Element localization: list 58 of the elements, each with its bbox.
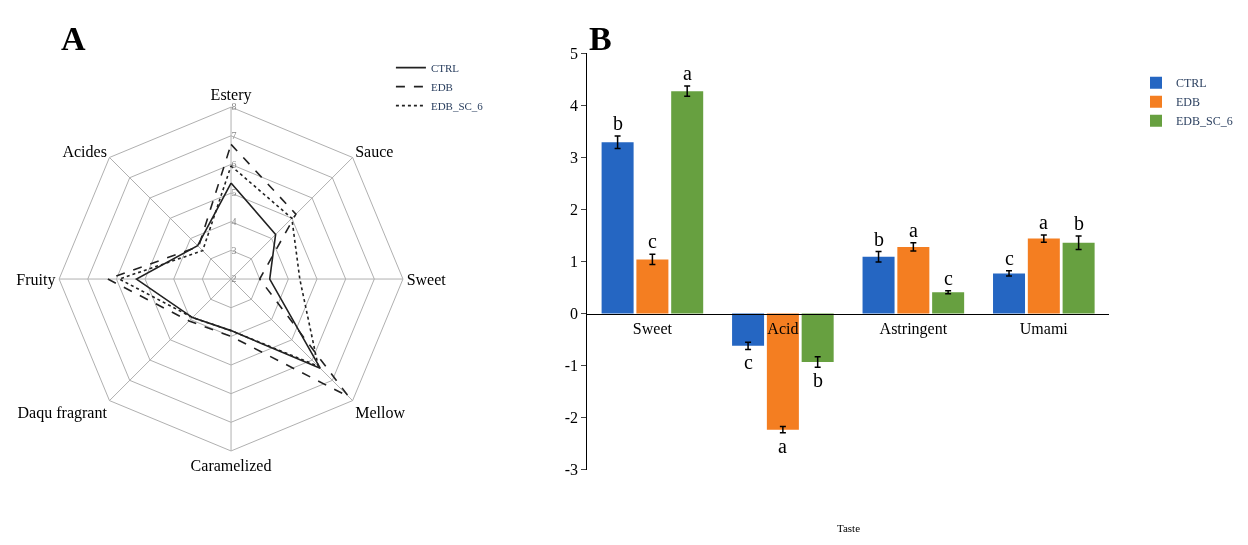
- data-label: c: [1005, 247, 1014, 269]
- chart-title: B: [589, 20, 612, 57]
- data-label: b: [874, 228, 884, 250]
- y-tick-label: 5: [569, 44, 578, 62]
- data-label: b: [1074, 212, 1084, 234]
- legend-label: EDB: [1176, 95, 1200, 110]
- y-tick-label: 3: [569, 148, 578, 166]
- data-label: a: [909, 219, 918, 241]
- y-tick-label: 4: [569, 96, 578, 114]
- bar: [601, 142, 634, 314]
- x-tick-label: Sweet: [632, 319, 673, 337]
- y-tick-label: 3: [231, 244, 237, 256]
- data-label: a: [1039, 211, 1048, 233]
- bar: [1027, 238, 1060, 314]
- legend-label: CTRL: [430, 61, 460, 74]
- bar: [897, 246, 930, 314]
- bar: [801, 313, 834, 362]
- y-tick-label: 1: [569, 253, 578, 271]
- spoke-label: Sweet: [406, 270, 447, 288]
- bar: [732, 313, 765, 346]
- spoke-label: Acides: [62, 142, 107, 160]
- bar: [636, 259, 669, 314]
- y-tick-label: 5: [231, 187, 237, 199]
- data-label: a: [683, 62, 692, 84]
- bar: [671, 91, 704, 314]
- data-label: c: [648, 230, 657, 252]
- spoke-label: Mellow: [355, 404, 406, 422]
- spoke-label: Sauce: [355, 142, 394, 160]
- y-tick-label: 0: [569, 305, 578, 323]
- y-tick-label: -3: [564, 461, 578, 479]
- bar: [1062, 242, 1095, 314]
- legend-label: EDB: [430, 80, 453, 93]
- bar: [932, 292, 965, 314]
- x-tick-label: Umami: [1019, 319, 1069, 337]
- y-tick-label: 2: [569, 200, 578, 218]
- spoke-label: Fruity: [16, 270, 56, 289]
- y-tick-label: 2: [231, 273, 237, 285]
- data-label: b: [813, 369, 823, 391]
- spoke-label: Daqu fragrant: [17, 404, 108, 423]
- data-label: b: [613, 112, 623, 134]
- legend-label: EDB_SC_6: [1176, 114, 1233, 129]
- data-label: c: [944, 267, 953, 289]
- x-tick-label: Acid: [767, 319, 799, 337]
- y-tick-label: 4: [231, 215, 237, 227]
- legend-label: EDB_SC_6: [430, 99, 484, 112]
- y-tick-label: -1: [564, 357, 578, 375]
- legend-label: CTRL: [1176, 76, 1207, 91]
- y-tick-label: -2: [564, 409, 578, 427]
- bar: [993, 273, 1026, 314]
- bar: [862, 256, 895, 314]
- data-label: a: [778, 435, 787, 457]
- bar: [766, 313, 799, 430]
- x-axis-title: Taste: [837, 522, 861, 534]
- data-label: c: [744, 351, 753, 373]
- chart-title: A: [61, 20, 86, 57]
- y-tick-label: 7: [231, 130, 237, 142]
- x-tick-label: Astringent: [879, 319, 948, 338]
- spoke-label: Caramelized: [190, 456, 272, 474]
